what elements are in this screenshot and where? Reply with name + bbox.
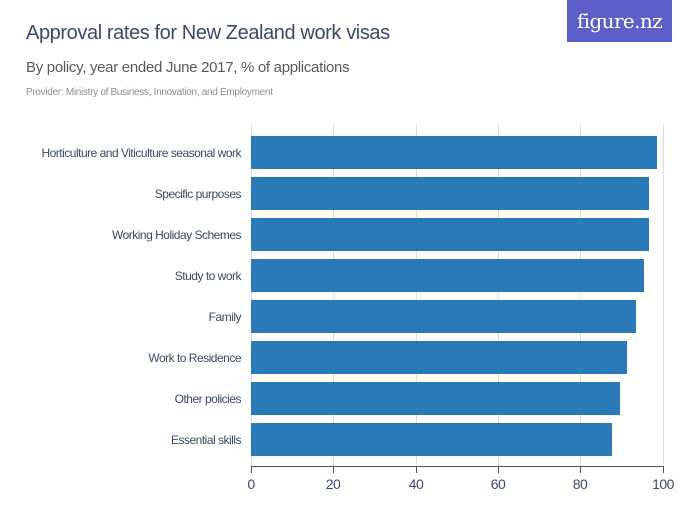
x-tick (580, 466, 581, 473)
gridline (251, 125, 252, 466)
x-tick-label: 20 (325, 476, 341, 492)
x-tick (498, 466, 499, 473)
bar[interactable] (251, 259, 644, 292)
gridline (333, 125, 334, 466)
x-tick-label: 60 (490, 476, 506, 492)
category-label: Essential skills (170, 432, 242, 447)
category-label: Working Holiday Schemes (111, 227, 242, 242)
gridline (498, 125, 499, 466)
gridline (663, 125, 664, 466)
x-tick (251, 466, 252, 473)
bar[interactable] (251, 300, 636, 333)
category-label: Other policies (174, 391, 242, 406)
chart-subtitle: By policy, year ended June 2017, % of ap… (26, 59, 350, 76)
x-tick-label: 40 (408, 476, 424, 492)
x-tick (333, 466, 334, 473)
x-tick-label: 80 (572, 476, 588, 492)
category-label: Horticulture and Viticulture seasonal wo… (41, 145, 241, 160)
category-label: Work to Residence (148, 350, 241, 365)
figure-nz-logo[interactable]: figure.nz (567, 0, 672, 42)
x-tick-label: 100 (652, 476, 674, 492)
logo-text: figure.nz (576, 9, 663, 33)
bar[interactable] (251, 423, 613, 456)
category-label: Specific purposes (154, 186, 242, 201)
category-label: Family (208, 309, 242, 324)
bar[interactable] (251, 341, 628, 374)
gridline (416, 125, 417, 466)
bar[interactable] (251, 382, 620, 415)
bar[interactable] (251, 177, 650, 210)
x-tick (416, 466, 417, 473)
gridline (580, 125, 581, 466)
category-label: Study to work (174, 268, 242, 283)
x-tick-label: 0 (247, 476, 255, 492)
x-tick (663, 466, 664, 473)
bar[interactable] (251, 136, 657, 169)
x-axis-line (251, 466, 663, 467)
data-provider: Provider: Ministry of Business, Innovati… (26, 87, 273, 98)
chart-title: Approval rates for New Zealand work visa… (26, 22, 390, 44)
bar[interactable] (251, 218, 649, 251)
